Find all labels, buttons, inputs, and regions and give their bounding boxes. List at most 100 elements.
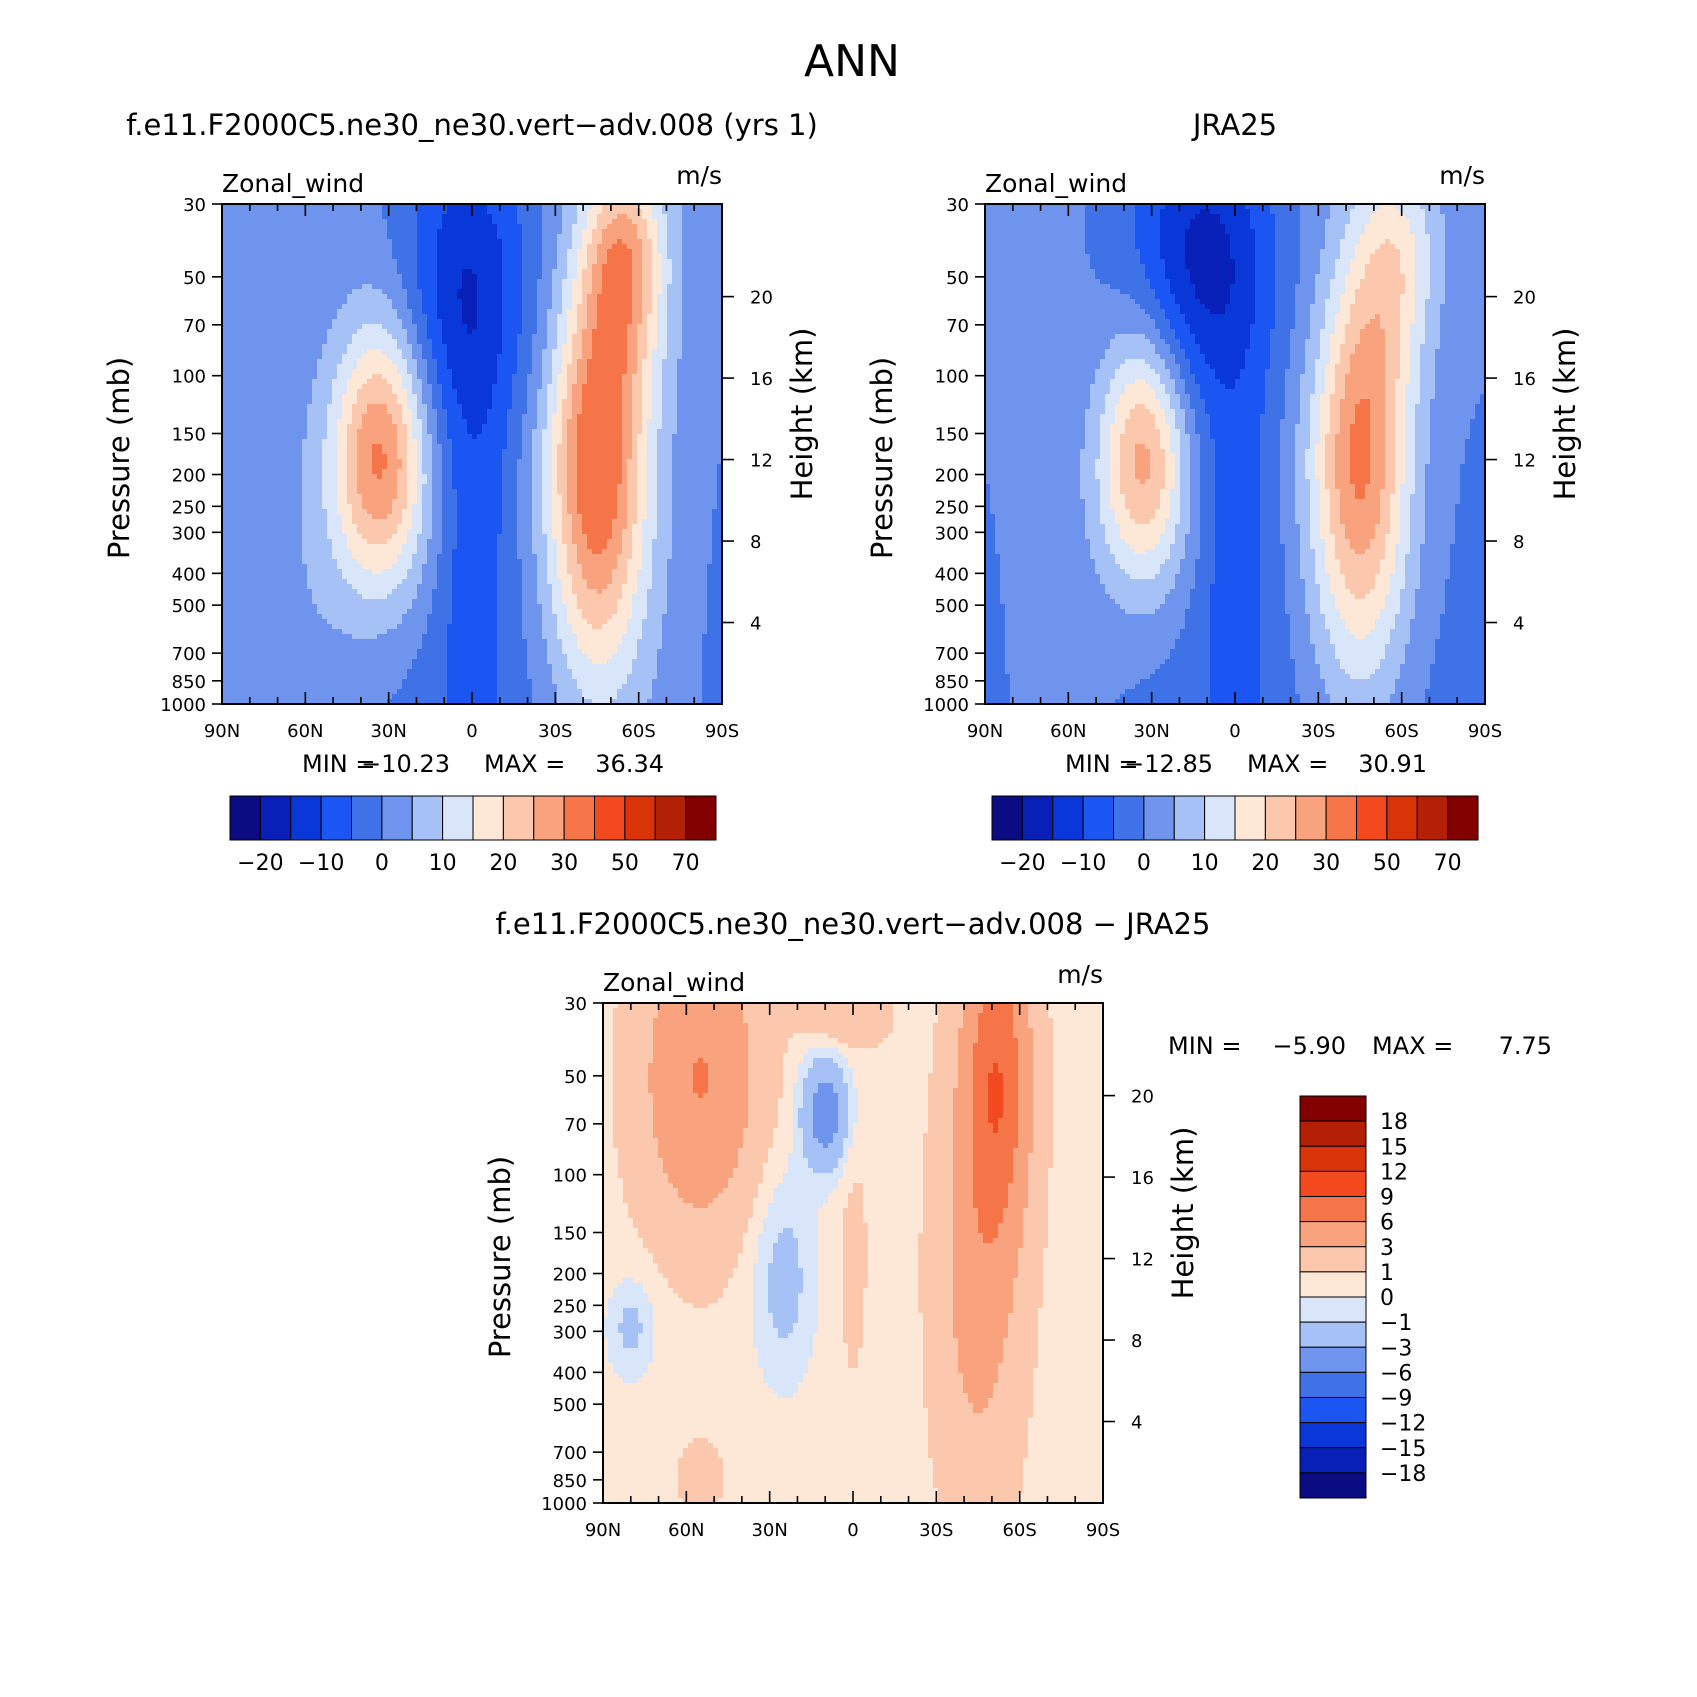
contour-cell — [257, 354, 263, 360]
contour-cell — [427, 384, 433, 390]
contour-cell — [307, 414, 313, 420]
contour-cell — [387, 369, 393, 375]
contour-cell — [457, 409, 463, 415]
contour-cell — [557, 234, 563, 240]
contour-cell — [227, 394, 233, 400]
contour-cell — [537, 214, 543, 220]
contour-cell — [642, 269, 648, 275]
contour-cell — [642, 304, 648, 310]
contour-cell — [237, 284, 243, 290]
contour-cell — [667, 254, 673, 260]
contour-cell — [542, 214, 548, 220]
contour-cell — [627, 304, 633, 310]
contour-cell — [437, 419, 443, 425]
contour-cell — [337, 379, 343, 385]
contour-cell — [497, 324, 503, 330]
contour-cell — [537, 404, 543, 410]
contour-cell — [552, 329, 558, 335]
contour-cell — [467, 369, 473, 375]
contour-cell — [537, 419, 543, 425]
contour-cell — [507, 269, 513, 275]
contour-cell — [717, 424, 722, 430]
contour-cell — [317, 419, 323, 425]
contour-cell — [522, 384, 528, 390]
contour-cell — [597, 339, 603, 345]
contour-cell — [432, 364, 438, 370]
contour-cell — [557, 429, 563, 435]
contour-cell — [402, 204, 408, 210]
contour-cell — [332, 319, 338, 325]
contour-cell — [472, 389, 478, 395]
contour-cell — [507, 449, 513, 455]
contour-cell — [402, 429, 408, 435]
contour-cell — [222, 329, 228, 335]
contour-cell — [467, 344, 473, 350]
contour-cell — [602, 224, 608, 230]
contour-cell — [362, 419, 368, 425]
contour-cell — [392, 219, 398, 225]
contour-cell — [437, 329, 443, 335]
contour-cell — [587, 384, 593, 390]
contour-cell — [432, 304, 438, 310]
contour-cell — [477, 269, 483, 275]
contour-cell — [542, 324, 548, 330]
contour-cell — [407, 294, 413, 300]
contour-cell — [382, 294, 388, 300]
contour-cell — [512, 359, 518, 365]
contour-cell — [352, 304, 358, 310]
contour-cell — [412, 419, 418, 425]
contour-cell — [547, 364, 553, 370]
contour-cell — [647, 254, 653, 260]
contour-cell — [547, 384, 553, 390]
contour-cell — [637, 449, 643, 455]
contour-cell — [537, 439, 543, 445]
contour-cell — [307, 239, 313, 245]
contour-cell — [287, 379, 293, 385]
contour-cell — [272, 404, 278, 410]
contour-cell — [487, 264, 493, 270]
contour-cell — [322, 204, 328, 210]
contour-cell — [712, 224, 718, 230]
contour-cell — [252, 239, 258, 245]
contour-cell — [362, 324, 368, 330]
contour-cell — [692, 354, 698, 360]
contour-cell — [327, 409, 333, 415]
contour-cell — [707, 314, 713, 320]
contour-cell — [612, 204, 618, 210]
contour-cell — [617, 414, 623, 420]
contour-cell — [567, 204, 573, 210]
contour-cell — [237, 274, 243, 280]
contour-cell — [322, 209, 328, 215]
contour-cell — [377, 244, 383, 250]
contour-cell — [572, 214, 578, 220]
contour-cell — [362, 264, 368, 270]
contour-cell — [452, 324, 458, 330]
contour-cell — [287, 274, 293, 280]
contour-cell — [337, 209, 343, 215]
contour-cell — [392, 249, 398, 255]
contour-cell — [627, 294, 633, 300]
contour-cell — [327, 429, 333, 435]
contour-cell — [712, 254, 718, 260]
contour-cell — [292, 449, 298, 455]
contour-cell — [332, 379, 338, 385]
contour-cell — [577, 259, 583, 265]
contour-cell — [627, 399, 633, 405]
contour-cell — [667, 339, 673, 345]
contour-cell — [272, 439, 278, 445]
contour-cell — [477, 279, 483, 285]
contour-cell — [327, 294, 333, 300]
contour-cell — [417, 369, 423, 375]
contour-cell — [357, 309, 363, 315]
contour-cell — [642, 394, 648, 400]
contour-cell — [552, 309, 558, 315]
contour-cell — [567, 344, 573, 350]
contour-cell — [647, 374, 653, 380]
contour-cell — [457, 204, 463, 210]
contour-cell — [622, 349, 628, 355]
contour-cell — [352, 444, 358, 450]
contour-cell — [577, 379, 583, 385]
contour-cell — [632, 294, 638, 300]
contour-cell — [367, 239, 373, 245]
contour-cell — [332, 304, 338, 310]
